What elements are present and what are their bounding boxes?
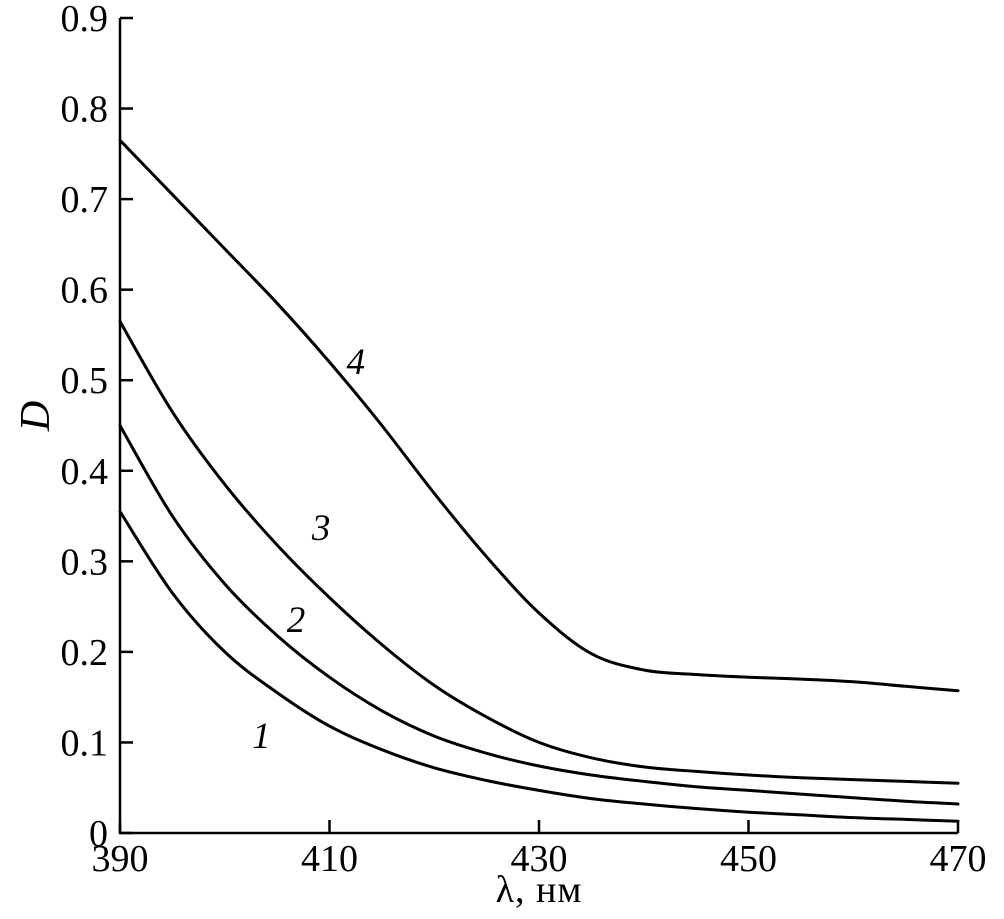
curve-2 <box>118 424 960 806</box>
y-tick-label: 0.3 <box>61 541 109 583</box>
y-tick-label: 0.4 <box>61 451 109 493</box>
x-tick-label: 410 <box>301 838 358 880</box>
curve-1-label: 1 <box>252 716 271 757</box>
x-tick-label: 450 <box>720 838 777 880</box>
y-tick-label: 0.6 <box>61 270 109 312</box>
curve-2-label: 2 <box>287 600 306 641</box>
y-tick-label: 0.9 <box>61 0 109 40</box>
y-tick-label: 0.7 <box>61 179 109 221</box>
y-tick-label: 0.1 <box>61 722 109 764</box>
x-tick-label: 470 <box>930 838 987 880</box>
y-tick-label: 0.2 <box>61 632 109 674</box>
y-tick-label: 0 <box>89 813 108 855</box>
curve-4-label: 4 <box>346 342 365 383</box>
x-axis-label: λ, нм <box>495 869 583 911</box>
curve-3 <box>118 319 960 785</box>
x-tick-label: 390 <box>92 838 149 880</box>
curve-3-label: 3 <box>311 508 331 549</box>
y-axis-label: D <box>13 400 59 432</box>
axes <box>118 18 958 835</box>
y-tick-label: 0.5 <box>61 360 109 402</box>
x-tick-label: 430 <box>511 838 568 880</box>
curve-4 <box>118 138 960 693</box>
curve-1 <box>118 510 960 823</box>
y-tick-label: 0.8 <box>61 89 109 131</box>
